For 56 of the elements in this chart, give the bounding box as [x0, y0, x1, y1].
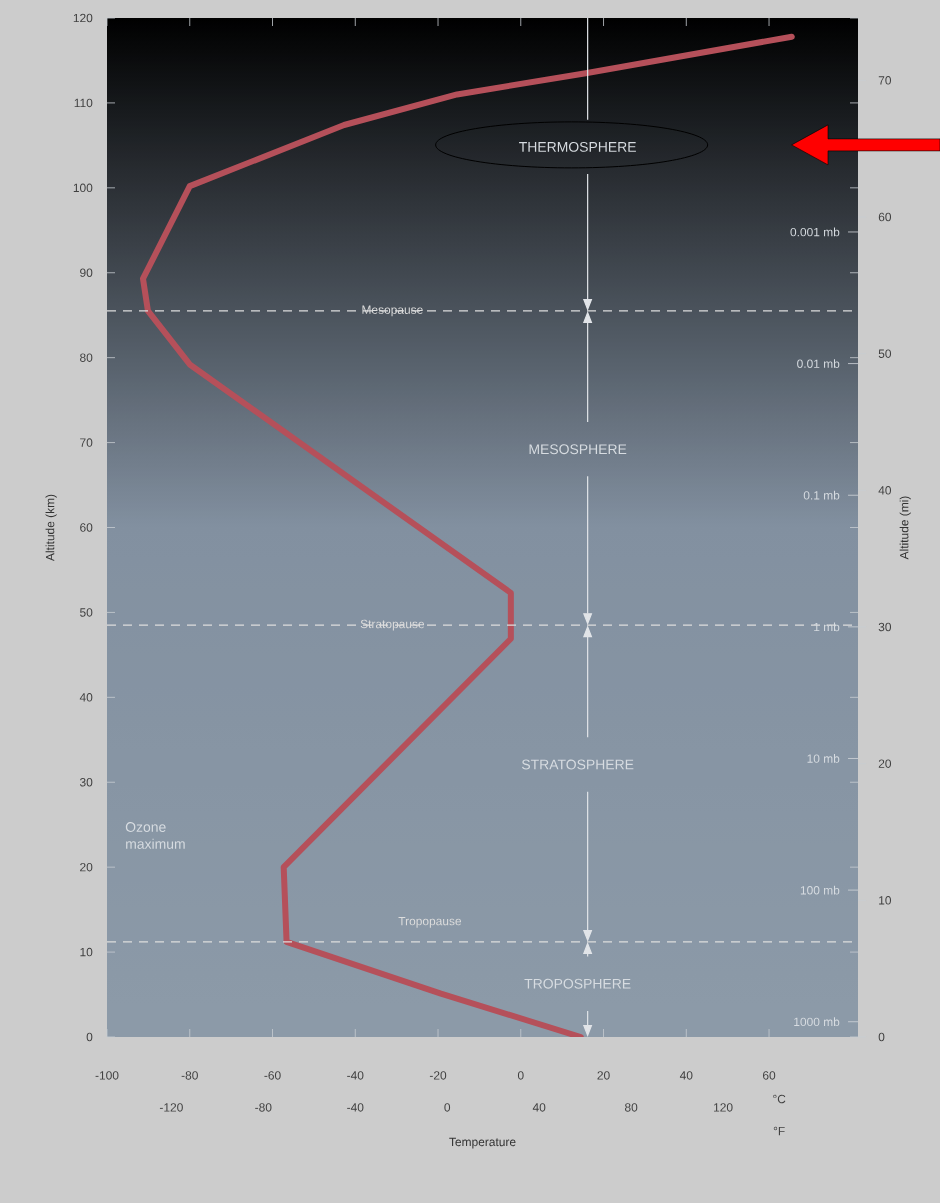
x-tick-label: 60 [762, 1071, 776, 1080]
y-tick-label: 70 [79, 438, 93, 447]
ref-line-label: Stratopause [360, 619, 424, 631]
x2-tick-label: 0 [444, 1103, 450, 1112]
y-tick-label: 100 [73, 183, 93, 193]
y-tick-label: 110 [74, 98, 93, 108]
y-tick-label: 80 [79, 353, 93, 362]
x2-tick-label: 40 [532, 1103, 546, 1112]
y-axis-title: Altitude (km) [45, 494, 57, 562]
y3-tick-label: 0.001 mb [790, 227, 840, 237]
x-tick-label: -80 [181, 1071, 198, 1080]
y-tick-label: 120 [73, 13, 93, 23]
x2-tick-label: -80 [255, 1103, 272, 1112]
y-tick-label: 0 [86, 1032, 93, 1042]
annotation: Ozone maximum [125, 822, 185, 849]
y2-tick-label: 30 [878, 622, 891, 632]
x-tick-label: 0 [517, 1071, 524, 1080]
y2-tick-label: 60 [878, 212, 891, 222]
y2-tick-label: 10 [878, 896, 891, 905]
y2-tick-label: 50 [878, 349, 891, 358]
x2-tick-label: 80 [624, 1103, 638, 1112]
y2-tick-label: 0 [878, 1032, 885, 1042]
y3-tick-label: 10 mb [807, 754, 840, 763]
y-tick-label: 10 [80, 947, 93, 957]
annotation: MESOSPHERE [529, 444, 627, 455]
y-tick-label: 50 [79, 608, 93, 617]
y3-tick-label: 0.1 mb [803, 490, 840, 500]
x-tick-label: -40 [347, 1071, 364, 1080]
y2-tick-label: 40 [878, 486, 891, 495]
x-tick-label: -60 [264, 1071, 281, 1080]
y3-tick-label: 100 mb [800, 885, 840, 895]
annotation: TROPOSPHERE [524, 978, 631, 989]
annotation: STRATOSPHERE [521, 759, 634, 770]
y3-tick-label: 1000 mb [794, 1017, 840, 1027]
x-tick-label: -20 [429, 1071, 447, 1080]
y-tick-label: 20 [79, 862, 93, 872]
y2-tick-label: 70 [878, 76, 891, 85]
y-tick-label: 40 [79, 693, 93, 702]
y-tick-label: 30 [79, 778, 93, 787]
y2-tick-label: 20 [878, 759, 891, 768]
x-tick-label: 40 [679, 1071, 693, 1080]
ref-line-label: Tropopause [398, 916, 461, 928]
x2-tick-label: -120 [159, 1103, 183, 1112]
y2-axis-title: Altitude (mi) [899, 496, 911, 560]
y3-tick-label: 0.01 mb [796, 359, 840, 368]
annotation: THERMOSPHERE [518, 141, 636, 152]
x-tick-label: 20 [597, 1071, 610, 1080]
ref-line-label: Mesopause [362, 305, 423, 317]
x-axis-title: Temperature [449, 1137, 516, 1149]
x2-tick-label: -40 [347, 1103, 364, 1112]
y-tick-label: 90 [79, 268, 93, 277]
text: °C [773, 1094, 786, 1104]
x-tick-label: -100 [95, 1071, 119, 1080]
y-tick-label: 60 [79, 523, 93, 532]
x2-tick-label: 120 [713, 1103, 733, 1112]
text: °F [773, 1126, 785, 1136]
